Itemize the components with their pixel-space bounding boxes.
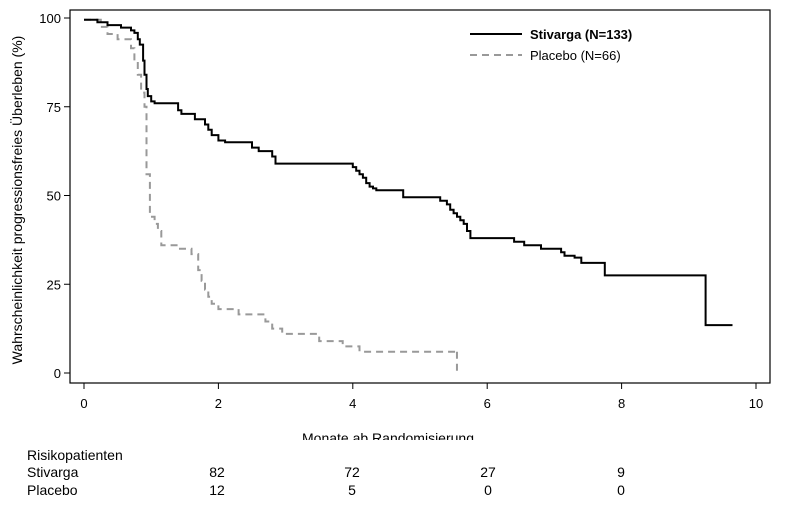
risk-stivarga-m4: 27 (480, 464, 496, 480)
y-axis-title: Wahrscheinlichkeit progressionsfreies Üb… (8, 36, 25, 365)
risk-row-label-placebo: Placebo (27, 482, 78, 498)
y-tick-label-50: 50 (47, 189, 61, 204)
series-stivarga-curve (84, 18, 733, 327)
legend: Stivarga (N=133) Placebo (N=66) (470, 27, 632, 63)
x-tick-label-6: 6 (484, 396, 491, 411)
series-placebo-curve (84, 18, 457, 353)
risk-stivarga-m6: 9 (617, 464, 625, 480)
risk-placebo-m4: 0 (484, 482, 492, 498)
plot-frame (69, 9, 771, 384)
legend-stivarga-label: Stivarga (N=133) (530, 27, 632, 42)
y-tick-label-100: 100 (39, 11, 61, 26)
risk-stivarga-m0: 82 (209, 464, 225, 480)
y-tick-label-25: 25 (47, 277, 61, 292)
risk-placebo-m2: 5 (348, 482, 356, 498)
x-axis-title: Monate ab Randomisierung (302, 430, 474, 440)
x-tick-label-8: 8 (618, 396, 625, 411)
x-tick-label-0: 0 (80, 396, 87, 411)
risk-placebo-m6: 0 (617, 482, 625, 498)
y-tick-label-75: 75 (47, 100, 61, 115)
x-tick-label-2: 2 (215, 396, 222, 411)
risk-row-label-stivarga: Stivarga (27, 464, 79, 480)
x-tick-label-4: 4 (349, 396, 356, 411)
risk-placebo-m0: 12 (209, 482, 225, 498)
x-tick-label-10: 10 (749, 396, 763, 411)
legend-placebo-label: Placebo (N=66) (530, 48, 621, 63)
y-tick-label-0: 0 (54, 366, 61, 381)
risk-table-title: Risikopatienten (27, 447, 123, 463)
risk-stivarga-m2: 72 (344, 464, 360, 480)
